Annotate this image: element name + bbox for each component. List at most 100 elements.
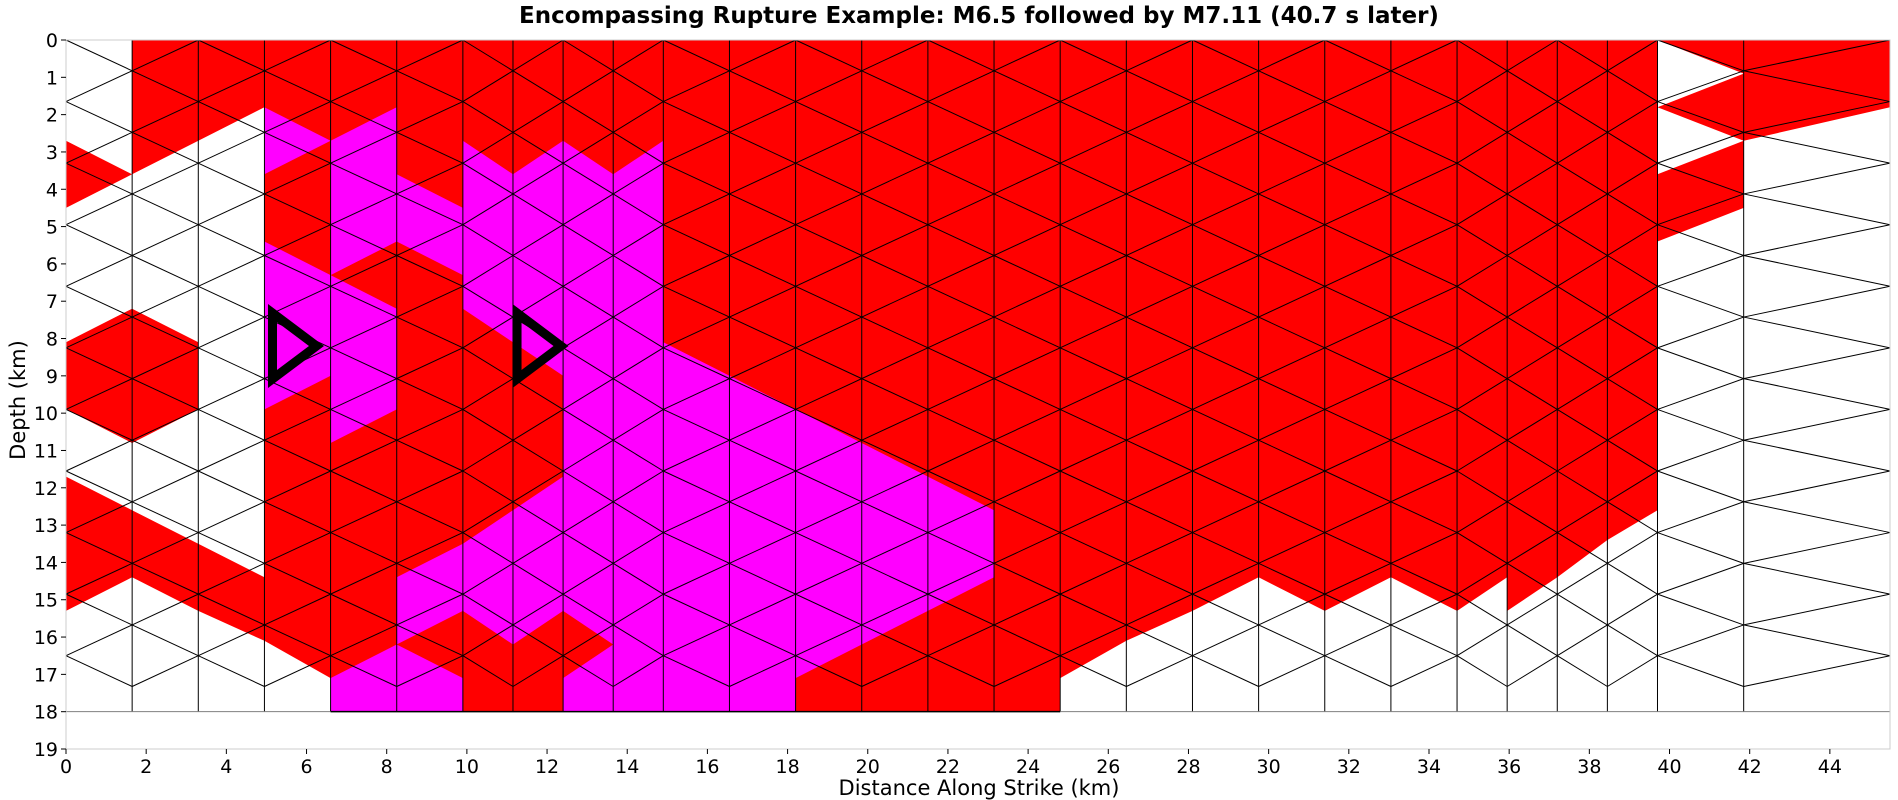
mesh-edge — [1324, 378, 1392, 410]
mesh-edge — [927, 162, 995, 195]
mesh-edge — [927, 347, 995, 380]
mesh-edge — [1059, 470, 1127, 503]
mesh-edge — [1324, 131, 1392, 164]
mesh-edge — [612, 131, 664, 164]
mesh-edge — [264, 655, 331, 687]
mesh-edge — [861, 501, 929, 534]
mesh-edge — [462, 162, 514, 195]
second-rupture-patch-4 — [1657, 140, 1744, 242]
mesh-edge — [1192, 501, 1259, 534]
x-tick-label: 30 — [1257, 756, 1281, 778]
mesh-edge — [993, 224, 1061, 256]
mesh-edge — [1126, 501, 1193, 534]
mesh-edge — [795, 624, 862, 657]
mesh-edge — [795, 162, 862, 195]
mesh-edge — [729, 624, 796, 657]
mesh-edge — [65, 285, 133, 318]
mesh-edge — [1557, 501, 1608, 533]
mesh-edge — [795, 131, 862, 164]
mesh-edge — [1506, 470, 1558, 503]
mesh-edge — [462, 101, 514, 133]
mesh-edge — [1557, 439, 1608, 472]
mesh-edge — [65, 624, 133, 657]
mesh-edge — [1390, 439, 1458, 472]
mesh-edge — [562, 501, 614, 533]
mesh-edge — [1258, 501, 1325, 534]
mesh-edge — [330, 224, 397, 256]
y-tick-label: 17 — [34, 664, 58, 686]
mesh-edge — [1506, 593, 1558, 626]
mesh-edge — [198, 39, 265, 72]
mesh-edge — [131, 70, 199, 103]
mesh-edge — [198, 162, 265, 195]
mesh-edge — [1258, 532, 1325, 564]
mesh-edge — [1324, 39, 1392, 72]
mesh-edge — [1506, 285, 1558, 318]
mesh-edge — [198, 193, 265, 226]
mesh-edge — [1192, 532, 1259, 564]
mesh-edge — [1743, 501, 1891, 534]
mesh-edge — [1607, 439, 1658, 472]
mesh-edge — [396, 316, 464, 349]
mesh-edge — [1456, 501, 1508, 533]
mesh-edge — [1192, 655, 1259, 687]
mesh-edge — [512, 409, 564, 441]
mesh-edge — [198, 70, 265, 103]
mesh-edge — [330, 408, 397, 441]
mesh-edge — [330, 255, 397, 287]
mesh-edge — [1390, 655, 1458, 687]
mesh-edge — [264, 439, 331, 472]
mesh-edge — [1607, 562, 1658, 595]
mesh-edge — [462, 70, 514, 102]
mesh-edge — [663, 101, 730, 133]
mesh-edge — [462, 624, 514, 657]
mesh-edge — [993, 255, 1061, 287]
mesh-edge — [396, 131, 464, 164]
mesh-edge — [1607, 409, 1658, 441]
x-tick-label: 6 — [300, 756, 312, 778]
mesh-edge — [1456, 193, 1508, 226]
mesh-edge — [1192, 316, 1259, 349]
mesh-edge — [1456, 562, 1508, 595]
mesh-edge — [1557, 562, 1608, 595]
x-tick-label: 18 — [775, 756, 799, 778]
mesh-edge — [1258, 347, 1325, 380]
mesh-edge — [1557, 316, 1608, 349]
y-tick-label: 5 — [46, 217, 58, 239]
mesh-edge — [396, 408, 464, 441]
mesh-edge — [198, 224, 265, 256]
mesh-edge — [1258, 131, 1325, 164]
mesh-edge — [131, 562, 199, 595]
mesh-edge — [1192, 562, 1259, 595]
mesh-edge — [1557, 655, 1608, 687]
mesh-edge — [795, 101, 862, 133]
mesh-edge — [612, 501, 664, 533]
mesh-edge — [612, 101, 664, 133]
mesh-edge — [729, 70, 796, 103]
mesh-edge — [462, 39, 514, 72]
mesh-edge — [1607, 101, 1658, 133]
mesh-edge — [1324, 655, 1392, 687]
mesh-edge — [1192, 39, 1259, 72]
mesh-edge — [330, 501, 397, 534]
mesh-edge — [562, 624, 614, 657]
mesh-edge — [1258, 624, 1325, 657]
mesh-edge — [1607, 501, 1658, 533]
mesh-edge — [861, 131, 929, 164]
mesh-edge — [663, 285, 730, 318]
mesh-edge — [1743, 39, 1891, 72]
mesh-edge — [1126, 224, 1193, 256]
mesh-edge — [131, 408, 199, 441]
mesh-edge — [1258, 408, 1325, 441]
mesh-edge — [1192, 408, 1259, 441]
mesh-edge — [1126, 70, 1193, 103]
mesh-edge — [264, 593, 331, 626]
mesh-edge — [1657, 470, 1744, 503]
mesh-edge — [729, 39, 796, 72]
mesh-edge — [330, 101, 397, 133]
x-tick-label: 2 — [140, 756, 152, 778]
mesh-edge — [612, 316, 664, 349]
mesh-edge — [861, 70, 929, 103]
mesh-edge — [1390, 39, 1458, 72]
mesh-edge — [562, 162, 614, 195]
